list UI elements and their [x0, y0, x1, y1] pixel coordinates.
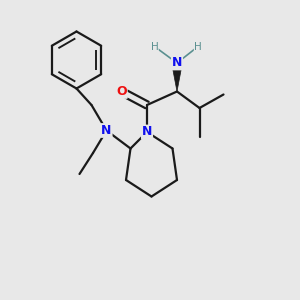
Text: N: N [172, 56, 182, 70]
Text: O: O [116, 85, 127, 98]
Text: H: H [194, 41, 202, 52]
Text: N: N [101, 124, 112, 137]
Polygon shape [172, 63, 182, 92]
Text: N: N [142, 125, 152, 139]
Text: H: H [151, 41, 158, 52]
